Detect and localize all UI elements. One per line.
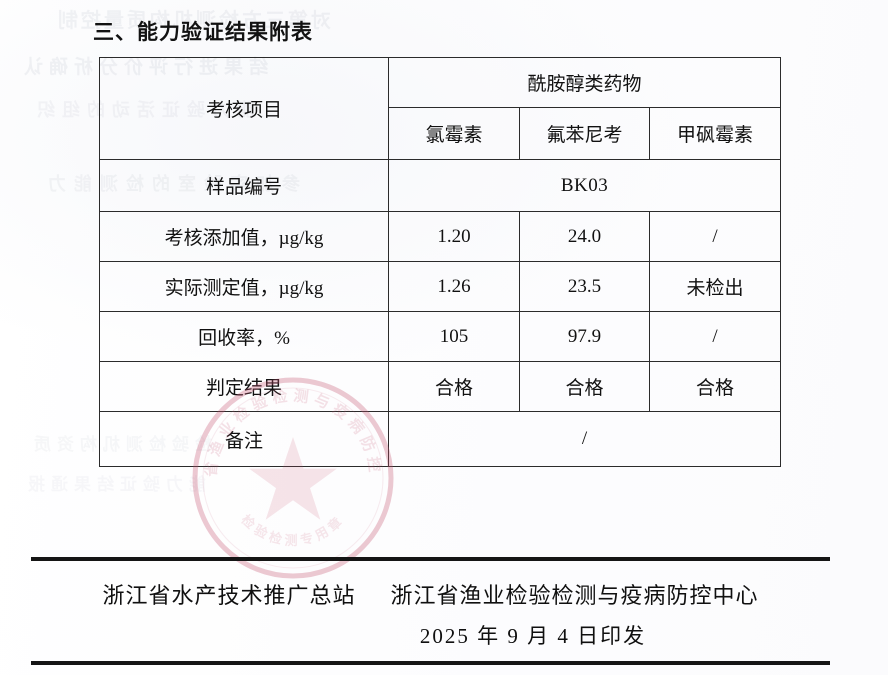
- table-row: 判定结果 合格 合格 合格: [99, 361, 782, 412]
- table-row: 考核添加值，µg/kg 1.20 24.0 /: [99, 211, 782, 262]
- cell-verdict-thiamphenicol: 合格: [648, 361, 782, 412]
- table-row: 实际测定值，µg/kg 1.26 23.5 未检出: [99, 261, 782, 312]
- footer-top-rule: [31, 557, 830, 561]
- cell-recovery-thiamphenicol: /: [648, 311, 782, 362]
- table-row: 备注 /: [99, 411, 782, 467]
- footer-issue-date: 2025 年 9 月 4 日印发: [419, 624, 647, 648]
- cell-verdict-chloramphenicol: 合格: [388, 361, 520, 412]
- table-header-row-group: 考核项目 酰胺醇类药物: [99, 57, 782, 160]
- cell-spiked-florfenicol: 24.0: [519, 211, 650, 262]
- capability-verification-results-table: 考核项目 酰胺醇类药物 氯霉素 氟苯尼考 甲砜霉素 样品编号 BK03 考核添加…: [99, 57, 782, 467]
- table-header-row-analytes: 氯霉素 氟苯尼考 甲砜霉素: [100, 107, 782, 160]
- ghost-text-line: 能力验证结果通报: [22, 475, 206, 494]
- cell-measured-chloramphenicol: 1.26: [388, 261, 520, 312]
- table-row: 回收率，% 105 97.9 /: [99, 311, 782, 362]
- header-cell-analyte-3: 甲砜霉素: [648, 107, 782, 160]
- header-cell-analyte-group: 酰胺醇类药物: [387, 57, 782, 108]
- section-heading: 三、能力验证结果附表: [93, 21, 313, 44]
- footer-org-right: 浙江省渔业检验检测与疫病防控中心: [390, 583, 759, 608]
- header-cell-item-column: 考核项目: [99, 57, 389, 160]
- row-label-spiked-value: 考核添加值，µg/kg: [99, 211, 389, 262]
- cell-recovery-chloramphenicol: 105: [388, 311, 520, 362]
- cell-measured-florfenicol: 23.5: [519, 261, 650, 312]
- cell-spiked-chloramphenicol: 1.20: [388, 211, 520, 262]
- row-label-recovery-rate: 回收率，%: [99, 311, 389, 362]
- header-cell-analyte-2: 氟苯尼考: [519, 107, 650, 160]
- footer-org-left: 浙江省水产技术推广总站: [102, 583, 356, 608]
- svg-text:检验检测专用章: 检验检测专用章: [238, 512, 347, 548]
- row-label-remarks: 备注: [99, 411, 389, 467]
- cell-spiked-thiamphenicol: /: [648, 211, 782, 262]
- footer-bottom-rule: [31, 661, 830, 665]
- cell-remarks-value: /: [387, 411, 782, 467]
- results-table-container: 考核项目 酰胺醇类药物 氯霉素 氟苯尼考 甲砜霉素 样品编号 BK03 考核添加…: [99, 57, 782, 467]
- cell-verdict-florfenicol: 合格: [519, 361, 650, 412]
- cell-sample-id-value: BK03: [387, 159, 782, 212]
- row-label-measured-value: 实际测定值，µg/kg: [99, 261, 389, 312]
- table-row: 样品编号 BK03: [99, 159, 782, 212]
- row-label-sample-id: 样品编号: [99, 159, 389, 212]
- cell-recovery-florfenicol: 97.9: [519, 311, 650, 362]
- row-label-verdict: 判定结果: [99, 361, 389, 412]
- footer-organizations: 浙江省水产技术推广总站 浙江省渔业检验检测与疫病防控中心: [31, 578, 830, 610]
- cell-measured-thiamphenicol: 未检出: [648, 261, 782, 312]
- header-cell-analyte-1: 氯霉素: [388, 107, 520, 160]
